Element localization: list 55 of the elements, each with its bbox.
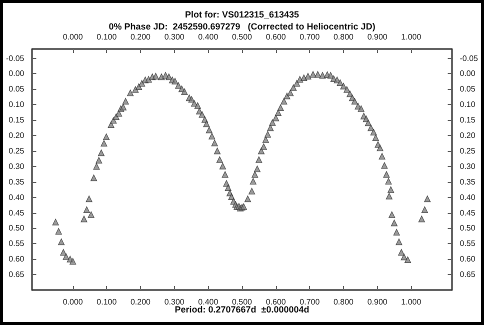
chart-subtitle: 0% Phase JD: 2452590.697279 (Corrected to Heliocentric JD) bbox=[108, 22, 376, 32]
y-tick-label: 0.25 bbox=[8, 146, 25, 156]
y2-tick-label: 0.60 bbox=[460, 254, 476, 264]
x-tick-label: 0.500 bbox=[232, 298, 253, 306]
x2-tick-label: 0.200 bbox=[130, 32, 152, 42]
y2-tick-label: 0.25 bbox=[460, 146, 476, 156]
x2-tick-label: 0.900 bbox=[367, 32, 388, 42]
y-tick-label: 0.55 bbox=[8, 239, 25, 248]
y-tick-label: 0.00 bbox=[8, 69, 25, 78]
x-tick-label: 0.600 bbox=[266, 298, 286, 306]
x-tick-label: 0.900 bbox=[367, 298, 388, 306]
y-tick-label: 0.30 bbox=[8, 162, 25, 171]
text: Period: 0.2707667d ±0.000004d bbox=[174, 304, 310, 314]
y2-tick-label: -0.05 bbox=[460, 54, 479, 63]
y-tick-label: 0.45 bbox=[8, 208, 25, 218]
y-tick-label: 0.20 bbox=[8, 131, 25, 140]
x-tick-label: 0.800 bbox=[333, 298, 354, 306]
x-tick-label: 0.400 bbox=[198, 298, 219, 306]
chart-title: Plot for: VS012315_613435 bbox=[184, 10, 300, 20]
y-tick-label: -0.05 bbox=[6, 54, 25, 63]
y-tick-label: 0.05 bbox=[8, 84, 25, 94]
x-tick-label: 0.000 bbox=[62, 298, 84, 306]
y2-tick-label: 0.30 bbox=[460, 162, 476, 171]
y2-tick-label: 0.05 bbox=[460, 84, 476, 94]
y-tick-label: 0.40 bbox=[8, 192, 25, 202]
y2-tick-label: 0.65 bbox=[460, 270, 476, 280]
y-tick-label: 0.35 bbox=[8, 177, 25, 186]
y2-tick-label: 0.50 bbox=[460, 224, 476, 233]
y2-tick-label: 0.20 bbox=[460, 131, 476, 140]
y2-tick-label: 0.45 bbox=[460, 208, 476, 218]
x2-tick-label: 0.300 bbox=[164, 32, 185, 42]
y-tick-label: 0.60 bbox=[8, 254, 25, 264]
y-tick-label: 0.65 bbox=[8, 270, 25, 280]
x2-tick-label: 0.500 bbox=[232, 32, 253, 42]
x2-tick-label: 0.100 bbox=[96, 32, 118, 42]
y2-tick-label: 0.55 bbox=[460, 239, 476, 248]
x-tick-label: 1.000 bbox=[401, 298, 422, 306]
x2-tick-label: 0.700 bbox=[300, 32, 320, 42]
y2-tick-label: 0.35 bbox=[460, 177, 476, 186]
y2-tick-label: 0.40 bbox=[460, 192, 476, 202]
y-tick-label: 0.50 bbox=[8, 224, 25, 233]
x-tick-label: 0.700 bbox=[300, 298, 320, 306]
x2-tick-label: 1.000 bbox=[401, 32, 422, 42]
x2-tick-label: 0.800 bbox=[333, 32, 354, 42]
y-tick-label: 0.10 bbox=[8, 100, 25, 110]
y-tick-label: 0.15 bbox=[8, 116, 25, 125]
x2-tick-label: 0.400 bbox=[198, 32, 219, 42]
y2-tick-label: 0.15 bbox=[460, 116, 476, 125]
y2-tick-label: 0.00 bbox=[460, 69, 476, 78]
x-tick-label: 0.200 bbox=[130, 298, 152, 306]
x-tick-label: 0.300 bbox=[164, 298, 185, 306]
x2-tick-label: 0.000 bbox=[62, 32, 84, 42]
x2-tick-label: 0.600 bbox=[266, 32, 286, 42]
x-tick-label: 0.100 bbox=[96, 298, 118, 306]
y2-tick-label: 0.10 bbox=[460, 100, 476, 110]
